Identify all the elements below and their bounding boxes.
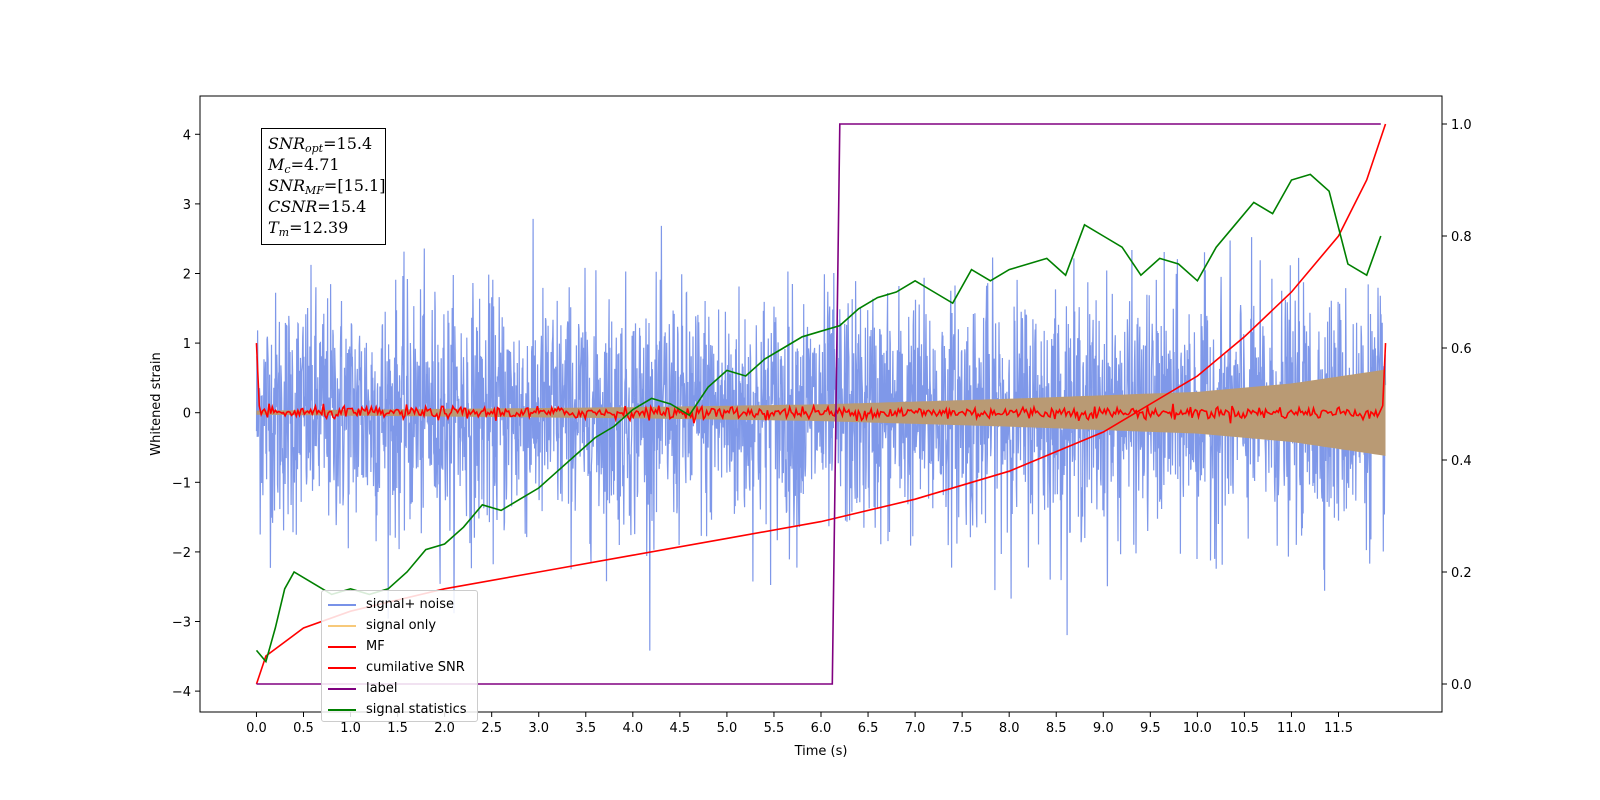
x-tick-label: 2.0 [434, 721, 455, 736]
y-axis-label: Whitened strain [149, 352, 164, 455]
x-tick-label: 7.0 [905, 721, 926, 736]
y-left-tick-label: 2 [183, 267, 191, 282]
x-tick-label: 10.5 [1230, 721, 1259, 736]
x-tick-label: 9.5 [1140, 721, 1161, 736]
x-tick-label: 8.0 [999, 721, 1020, 736]
legend-label: label [366, 681, 398, 696]
series-signal-only [256, 369, 1386, 456]
y-axis-left: 4 3 2 1 0 −1 −2 −3 −4 [172, 128, 200, 700]
y-left-tick-label: −1 [172, 476, 191, 491]
x-tick-label: 10.0 [1183, 721, 1212, 736]
legend-label: signal+ noise [366, 597, 455, 612]
legend-item: MF [328, 636, 477, 657]
x-tick-label: 0.5 [293, 721, 314, 736]
x-tick-label: 5.0 [717, 721, 738, 736]
x-tick-label: 8.5 [1046, 721, 1067, 736]
x-tick-label: 6.5 [858, 721, 879, 736]
y-axis-right: 1.0 0.8 0.6 0.4 0.2 0.0 [1442, 118, 1472, 693]
y-right-tick-label: 1.0 [1451, 118, 1472, 133]
x-tick-label: 9.0 [1093, 721, 1114, 736]
legend-label: cumilative SNR [366, 660, 465, 675]
x-tick-label: 11.0 [1277, 721, 1306, 736]
y-left-tick-label: −2 [172, 546, 191, 561]
y-left-tick-label: 1 [183, 337, 191, 352]
y-left-tick-label: −3 [172, 616, 191, 631]
y-right-tick-label: 0.6 [1451, 342, 1472, 357]
series-signal-statistics [255, 173, 1382, 664]
legend-swatch [328, 666, 356, 669]
tm-row: Tm=12.39 [268, 218, 349, 239]
x-tick-label: 5.5 [764, 721, 785, 736]
y-left-tick-label: −4 [172, 685, 191, 700]
x-tick-label: 4.5 [670, 721, 691, 736]
legend-item: cumilative SNR [328, 657, 477, 678]
x-tick-label: 6.0 [811, 721, 832, 736]
x-axis-label: Time (s) [794, 744, 848, 759]
csnr-row: CSNR=15.4 [268, 197, 367, 216]
series-mf [255, 343, 1387, 424]
x-tick-label: 0.0 [246, 721, 267, 736]
x-tick-label: 2.5 [481, 721, 502, 736]
legend-item: signal+ noise [328, 594, 477, 615]
y-right-tick-label: 0.2 [1451, 566, 1472, 581]
legend-swatch [328, 645, 356, 648]
legend-label: signal statistics [366, 702, 467, 717]
x-tick-label: 11.5 [1324, 721, 1353, 736]
legend-item: signal statistics [328, 699, 477, 720]
snr-mf-row: SNRMF=[15.1] [268, 176, 386, 197]
x-tick-label: 3.0 [528, 721, 549, 736]
x-tick-label: 7.5 [952, 721, 973, 736]
y-left-tick-label: 0 [183, 407, 191, 422]
legend-label: MF [366, 639, 385, 654]
y-left-tick-label: 4 [183, 128, 191, 143]
x-tick-label: 3.5 [575, 721, 596, 736]
snr-opt-row: SNRopt=15.4 [268, 134, 373, 155]
y-right-tick-label: 0.4 [1451, 454, 1472, 469]
x-tick-label: 1.5 [387, 721, 408, 736]
x-axis: 0.0 0.5 1.0 1.5 2.0 2.5 3.0 3.5 4.0 4.5 5.0 5.5 6.0 6… [246, 712, 1353, 736]
x-tick-label: 4.0 [622, 721, 643, 736]
legend-swatch [328, 708, 356, 711]
legend-swatch [328, 624, 356, 627]
legend-label: signal only [366, 618, 437, 633]
stats-info-box: SNRopt=15.4 Mc=4.71 SNRMF=[15.1] CSNR=15… [261, 128, 386, 245]
y-left-tick-label: 3 [183, 198, 191, 213]
x-tick-label: 1.0 [340, 721, 361, 736]
legend-swatch [328, 687, 356, 690]
chirp-mass-row: Mc=4.71 [268, 155, 340, 176]
y-right-tick-label: 0.0 [1451, 678, 1472, 693]
legend-item: label [328, 678, 477, 699]
legend: signal+ noise signal only MF cumilative SNR… [321, 590, 478, 722]
series-label [256, 123, 1381, 685]
y-right-tick-label: 0.8 [1451, 230, 1472, 245]
legend-swatch [328, 603, 356, 606]
legend-item: signal only [328, 615, 477, 636]
